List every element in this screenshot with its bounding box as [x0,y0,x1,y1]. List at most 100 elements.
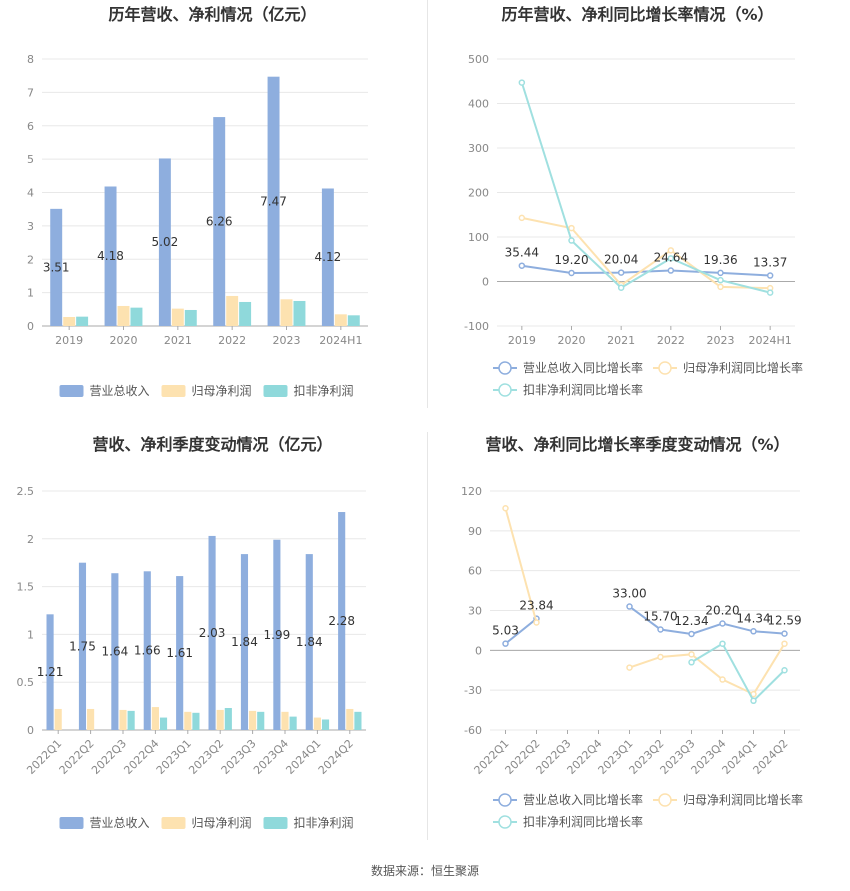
annual-line-chart: 历年营收、净利同比增长率情况（%） -100 0 100 200 300 400 500 201… [464,5,803,397]
y-tick-label: 120 [461,485,482,498]
legend-label: 营业总收入同比增长率 [523,360,643,375]
data-label: 24.64 [654,251,688,265]
quarter-bar-panel: 营收、净利季度变动情况（亿元） 0 0.5 1 1.5 2 2.5 2022Q1 2022Q2 2… [0,430,425,860]
legend-label: 归母净利润 [192,816,252,830]
data-label: 1.75 [69,639,96,653]
y-tick-label: 500 [468,53,489,66]
y-tick-label: 0 [482,276,489,289]
data-label: 14.34 [736,611,770,625]
bar-deducted-profit [192,712,200,730]
legend-marker [658,793,672,807]
data-point [667,247,675,254]
data-point [781,640,788,647]
x-tick-label: 2023 [273,334,301,347]
legend-label: 营业总收入 [90,384,150,398]
legend-label: 扣非净利润 [294,384,354,398]
divider [427,0,428,408]
bar-deducted-profit [76,316,89,326]
y-tick-label: 4 [27,187,34,200]
x-tick-label: 2024H1 [319,334,362,347]
bar-revenue [158,158,171,326]
data-label: 1.99 [264,628,291,642]
data-label: 2.03 [199,626,226,640]
chart-title: 历年营收、净利情况（亿元） [108,5,316,24]
bar-revenue [267,76,280,326]
bar-deducted-profit [257,711,265,730]
y-tick-label: 0 [475,644,482,657]
data-label: 4.12 [315,250,342,264]
x-tick-label: 2022Q4 [121,737,161,777]
y-tick-label: 2 [27,533,34,546]
x-tick-label: 2022 [657,334,685,347]
legend-label: 归母净利润同比增长率 [683,360,803,375]
legend-label: 扣非净利润同比增长率 [523,382,643,397]
bar-revenue [208,535,216,730]
legend-label: 营业总收入 [90,816,150,830]
data-label: 5.02 [152,235,179,249]
data-point [667,255,675,262]
y-tick-label: 1 [27,628,34,641]
data-label: 20.04 [604,253,638,267]
x-tick-label: 2022Q2 [57,737,97,777]
bar-net-profit [334,314,347,326]
quarter-bar-chart: 营收、净利季度变动情况（亿元）00.511.522.52022Q12022Q22… [17,435,366,830]
data-point [617,284,625,291]
series-line [521,216,771,290]
bar-revenue [213,117,226,326]
y-tick-label: 5 [27,153,34,166]
bar-revenue [46,614,54,730]
x-tick-label: 2019 [55,334,83,347]
bar-revenue [240,554,249,730]
series-line [504,617,538,645]
bar-deducted-profit [289,716,297,730]
data-point [626,664,633,671]
y-tick-label: 100 [468,231,489,244]
data-point [533,619,540,626]
bar-net-profit [281,711,289,730]
y-tick-label: 90 [468,525,482,538]
bar-revenue [305,554,313,730]
data-point [617,269,625,276]
bar-revenue [338,512,346,730]
data-label: 2.28 [328,614,355,628]
bar-net-profit [280,299,293,326]
x-tick-label: 2021 [607,334,635,347]
bar-net-profit [249,710,257,730]
y-tick-label: -60 [464,724,482,737]
bar-net-profit [216,709,224,730]
data-label: 3.51 [43,260,70,274]
y-tick-label: 2.5 [17,485,35,498]
x-tick-label: 2022Q1 [24,737,64,777]
data-point [568,237,575,244]
data-label: 13.37 [753,256,787,270]
bar-revenue [273,539,281,730]
x-tick-label: 2022Q3 [89,737,129,777]
data-label: 35.44 [505,246,539,260]
data-label: 12.59 [767,614,801,628]
y-tick-label: 3 [27,220,34,233]
legend-swatch [59,817,84,829]
data-point [750,697,757,705]
data-point [518,214,526,222]
chart-title: 历年营收、净利同比增长率情况（%） [501,5,773,24]
data-label: 1.61 [166,646,193,660]
bar-deducted-profit [127,710,135,730]
legend-marker [658,361,672,375]
bar-net-profit [119,709,127,730]
series-line [521,264,771,277]
data-point [518,262,526,269]
data-label: 20.20 [705,604,739,618]
data-point [568,224,575,232]
series-line [520,82,771,294]
data-point [717,269,724,277]
data-point [667,267,675,274]
y-tick-label: 300 [468,142,489,155]
annual-line-panel: 历年营收、净利同比增长率情况（%） -100 0 100 200 300 400 500 201… [425,0,850,430]
data-point [717,276,724,284]
y-tick-label: 0 [27,724,34,737]
y-tick-label: 0.5 [17,676,35,689]
data-point [750,628,757,635]
data-label: 5.03 [492,624,519,638]
legend-marker [498,815,512,829]
data-point [766,272,774,279]
